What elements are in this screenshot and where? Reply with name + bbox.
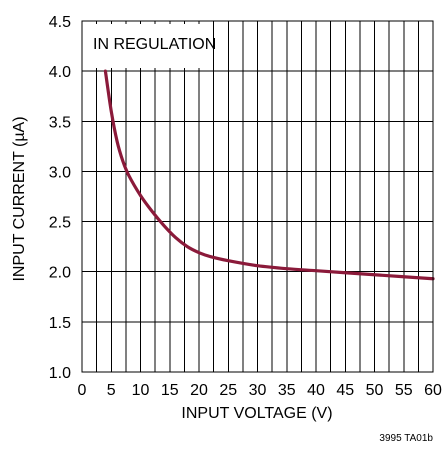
x-tick-label: 0 [78,382,87,399]
x-tick-label: 20 [190,382,208,399]
x-tick-label: 45 [336,382,354,399]
x-tick-label: 60 [424,382,442,399]
x-tick-label: 35 [278,382,296,399]
x-tick-label: 40 [307,382,325,399]
y-tick-label: 1.5 [49,315,71,332]
y-tick-label: 3.5 [49,114,71,131]
y-tick-label: 2.5 [49,215,71,232]
y-tick-label: 1.0 [49,365,71,382]
plot-frame [81,20,434,373]
y-tick-labels: 1.0 1.5 2.0 2.5 3.0 3.5 4.0 4.5 [49,14,71,382]
grid [81,20,434,373]
x-axis-title: INPUT VOLTAGE (V) [181,405,332,422]
x-tick-label: 25 [219,382,237,399]
x-tick-label: 30 [249,382,267,399]
x-tick-label: 50 [366,382,384,399]
x-tick-labels: 0 5 10 15 20 25 30 35 40 45 50 55 60 [78,382,442,399]
y-tick-label: 3.0 [49,164,71,181]
x-tick-label: 10 [132,382,150,399]
x-tick-label: 5 [107,382,116,399]
series-group [103,69,435,281]
y-tick-label: 4.5 [49,14,71,31]
y-tick-label: 2.0 [49,265,71,282]
annotation-label: IN REGULATION [93,36,216,53]
y-axis-title: INPUT CURRENT (µA) [11,116,28,281]
x-tick-label: 55 [395,382,413,399]
y-tick-label: 4.0 [49,64,71,81]
annotation-box [82,24,212,68]
x-tick-label: 15 [161,382,179,399]
series-line [103,69,435,281]
figure-code: 3995 TA01b [379,433,433,444]
